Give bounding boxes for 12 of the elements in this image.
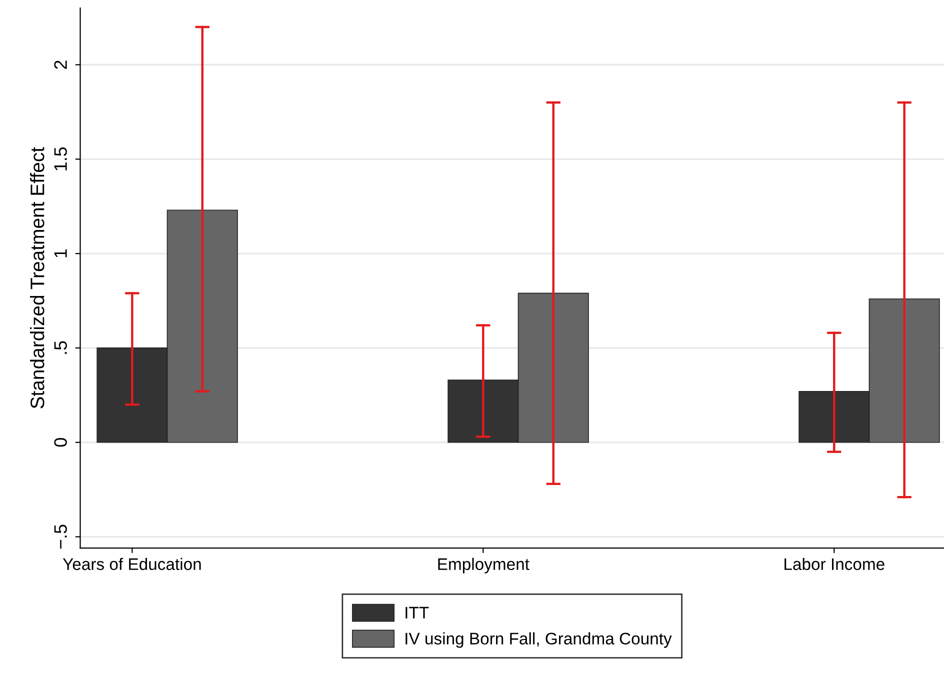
x-tick-label: Labor Income <box>784 558 884 570</box>
legend-label: IV using Born Fall, Grandma County <box>406 632 672 648</box>
legend-label: ITT <box>406 606 429 618</box>
x-tick-label: Years of Education <box>62 558 201 570</box>
y-tick-label: .5 <box>54 341 67 354</box>
y-tick-label: −.5 <box>54 524 67 549</box>
y-tick-label: 1 <box>54 249 67 258</box>
y-tick-label: 1.5 <box>54 147 67 170</box>
y-tick-label: 0 <box>54 438 67 447</box>
y-tick-label: 2 <box>54 60 67 69</box>
x-tick-label: Employment <box>438 558 530 574</box>
y-axis-title: Standardized Treatment Effect <box>30 147 44 408</box>
